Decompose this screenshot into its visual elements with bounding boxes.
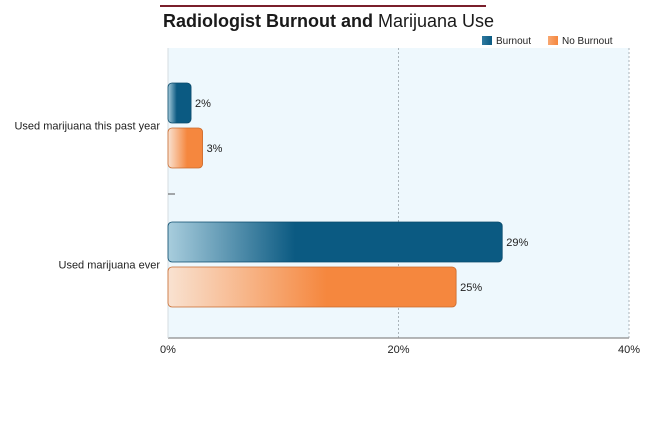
legend-label-burnout: Burnout	[496, 36, 531, 47]
bar-no-burnout-0	[167, 127, 203, 169]
bar-label-burnout-1: 29%	[506, 237, 528, 249]
legend-swatch-burnout	[482, 36, 492, 45]
x-tick-labels: 0% 20% 40%	[160, 344, 640, 356]
bar-label-no-burnout-0: 3%	[207, 143, 223, 155]
x-tick-label-0: 0%	[160, 344, 176, 356]
bar-burnout-0	[167, 82, 192, 124]
x-tick-label-2: 40%	[618, 344, 640, 356]
x-tick-label-1: 20%	[387, 344, 409, 356]
legend-swatch-no-burnout	[548, 36, 558, 45]
bar-label-no-burnout-1: 25%	[460, 282, 482, 294]
chart-title-regular: Marijuana Use	[378, 11, 494, 31]
category-label-0: Used marijuana this past year	[14, 121, 160, 133]
legend: Burnout No Burnout	[482, 36, 613, 47]
chart-title-bold: Radiologist Burnout and	[163, 11, 373, 31]
bar-labels: 2% 3% 29% 25%	[195, 98, 528, 294]
bars	[167, 82, 503, 308]
bar-no-burnout-1	[167, 266, 457, 308]
bar-burnout-1	[167, 221, 503, 263]
legend-label-no-burnout: No Burnout	[562, 36, 613, 47]
category-label-1: Used marijuana ever	[59, 260, 161, 272]
chart-title: Radiologist Burnout and Marijuana Use	[163, 11, 494, 31]
category-labels: Used marijuana this past year Used mariju…	[14, 121, 160, 272]
bar-label-burnout-0: 2%	[195, 98, 211, 110]
